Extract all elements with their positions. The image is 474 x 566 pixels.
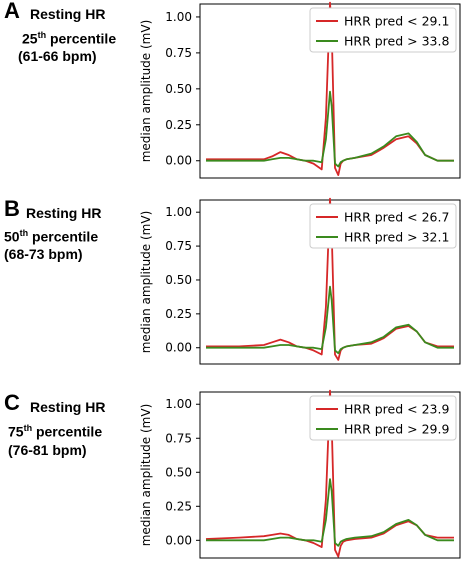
y-tick-label: 1.00 [165, 397, 192, 411]
legend-box [309, 395, 457, 441]
series-line-red [206, 1, 454, 177]
series-line-green [206, 90, 454, 168]
y-tick-label: 0.75 [165, 239, 192, 253]
y-tick-label: 0.75 [165, 431, 192, 445]
legend-box [309, 203, 457, 249]
y-tick-label: 0.50 [165, 273, 192, 287]
y-axis-label: median amplitude (mV) [139, 211, 153, 354]
series-line-green [206, 478, 454, 547]
y-tick-label: 0.25 [165, 307, 192, 321]
y-tick-label: 0.00 [165, 341, 192, 355]
panel-line2: 50th percentile [4, 228, 99, 245]
y-tick-label: 0.25 [165, 118, 192, 132]
panel-line2: 25th percentile [22, 30, 117, 47]
ecg-chart-b: 0.00 0.25 0.50 0.75 1.00 median amplitude (mV… [139, 197, 461, 365]
y-tick-label: 0.25 [165, 499, 192, 513]
panel-line3: (76-81 bpm) [8, 442, 87, 458]
legend-entry: HRR pred < 29.1 [344, 14, 449, 29]
y-tick-label: 0.50 [165, 82, 192, 96]
series-line-green [206, 285, 454, 355]
ecg-chart-a: 0.00 0.25 0.50 0.75 1.00 median amplitude (mV… [139, 1, 461, 179]
panel-line3: (61-66 bpm) [18, 48, 97, 64]
panel-letter: C [4, 390, 20, 415]
panel-letter: B [4, 196, 20, 221]
panel-line1: Resting HR [26, 205, 102, 221]
y-tick-label: 0.75 [165, 46, 192, 60]
y-axis-label: median amplitude (mV) [139, 404, 153, 547]
y-tick-label: 1.00 [165, 205, 192, 219]
legend-entry: HRR pred > 33.8 [344, 34, 449, 49]
ecg-chart-c: 0.00 0.25 0.50 0.75 1.00 median amplitude (mV… [139, 389, 461, 559]
y-axis-label: median amplitude (mV) [139, 20, 153, 163]
y-tick-label: 1.00 [165, 10, 192, 24]
legend-entry: HRR pred < 23.9 [344, 402, 449, 417]
panel-line1: Resting HR [30, 399, 106, 415]
legend-box [309, 7, 457, 53]
series-line-red [205, 389, 454, 558]
legend-entry: HRR pred > 32.1 [344, 230, 449, 245]
y-tick-label: 0.00 [165, 154, 192, 168]
legend-entry: HRR pred < 26.7 [344, 210, 449, 225]
panel-line2: 75th percentile [8, 423, 103, 440]
panel-line3: (68-73 bpm) [4, 246, 83, 262]
series-line-red [206, 197, 454, 361]
y-tick-label: 0.00 [165, 533, 192, 547]
panel-line1: Resting HR [30, 6, 106, 22]
y-tick-label: 0.50 [165, 465, 192, 479]
legend-entry: HRR pred > 29.9 [344, 422, 449, 437]
panel-letter: A [4, 0, 20, 23]
